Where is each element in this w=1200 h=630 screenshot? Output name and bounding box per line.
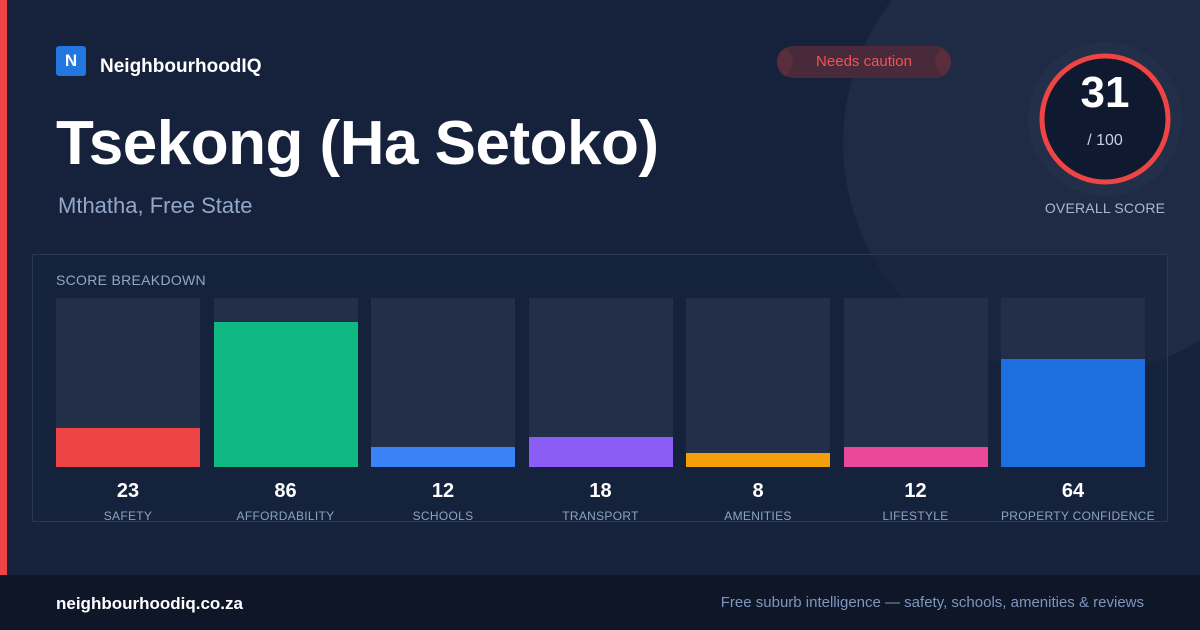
- bar-track: [843, 298, 988, 467]
- bar-track: [371, 298, 515, 467]
- footer: neighbourhoodiq.co.za Free suburb intell…: [0, 575, 1200, 630]
- bar-track: [1001, 298, 1145, 467]
- category-safety: 23 SAFETY: [56, 255, 200, 523]
- category-amenities: 8 AMENITIES: [686, 255, 830, 523]
- breakdown-title: SCORE BREAKDOWN: [56, 272, 206, 288]
- category-property-confidence: 64 PROPERTY CONFIDENCE: [1001, 255, 1155, 523]
- bar-value: 86: [274, 480, 297, 502]
- footer-tagline: Free suburb intelligence — safety, schoo…: [720, 594, 1144, 611]
- brand-logo-icon: N: [56, 46, 86, 76]
- score-ring-icon: [1028, 42, 1182, 196]
- bar-fill: [686, 453, 830, 467]
- bar-fill: [843, 447, 988, 467]
- bar-track: [686, 298, 830, 467]
- bar-track: [56, 298, 200, 467]
- overall-score-value: 31: [1080, 68, 1130, 117]
- bar-value: 12: [431, 480, 455, 502]
- bar-label: AMENITIES: [724, 509, 792, 523]
- status-badge-label: Needs caution: [816, 53, 912, 70]
- category-affordability: 86 AFFORDABILITY: [213, 255, 358, 523]
- bar-label: LIFESTYLE: [882, 509, 949, 523]
- category-schools: 12 SCHOOLS: [371, 255, 515, 523]
- bar-value: 8: [752, 480, 764, 502]
- bar-value: 23: [116, 480, 140, 502]
- bar-fill: [56, 428, 200, 467]
- overall-score-max: / 100: [1087, 132, 1123, 149]
- bar-value: 18: [589, 480, 612, 502]
- accent-bar: [0, 0, 7, 575]
- bar-label: AFFORDABILITY: [236, 509, 335, 523]
- bar-track: [213, 298, 358, 467]
- score-breakdown: SCORE BREAKDOWN 23 SAFETY 86 AFFORDABILITY 1…: [32, 254, 1168, 523]
- location-subtitle: Mthatha, Free State: [58, 193, 253, 218]
- bar-fill: [528, 437, 673, 467]
- bar-value: 12: [904, 480, 927, 502]
- bar-label: TRANSPORT: [562, 509, 639, 523]
- footer-domain: neighbourhoodiq.co.za: [56, 594, 243, 613]
- bar-value: 64: [1061, 480, 1085, 502]
- bar-fill: [213, 322, 358, 467]
- status-badge: Needs caution: [777, 46, 951, 78]
- share-card: N NeighbourhoodIQ Needs caution Tsekong …: [0, 0, 1182, 575]
- bar-label: SCHOOLS: [412, 509, 474, 523]
- bar-fill: [371, 447, 515, 467]
- bar-label: SAFETY: [103, 509, 153, 523]
- category-lifestyle: 12 LIFESTYLE: [843, 255, 988, 523]
- page-title: Tsekong (Ha Setoko): [56, 109, 659, 178]
- overall-score-label: OVERALL SCORE: [1044, 200, 1166, 216]
- brand-name: NeighbourhoodIQ: [100, 56, 262, 77]
- bar-fill: [1001, 359, 1145, 467]
- bar-label: PROPERTY CONFIDENCE: [1001, 509, 1155, 523]
- category-transport: 18 TRANSPORT: [528, 255, 673, 523]
- bar-track: [528, 298, 673, 467]
- overall-score-ring: 31 / 100: [1028, 42, 1182, 196]
- brand: N NeighbourhoodIQ: [56, 46, 262, 77]
